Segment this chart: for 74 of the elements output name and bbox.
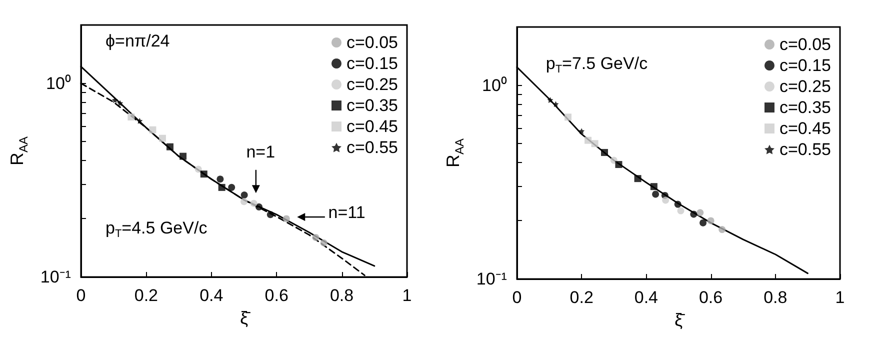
- point: [547, 96, 554, 103]
- x-tick-label: 0: [512, 288, 522, 307]
- point: [180, 152, 187, 160]
- point: [255, 203, 262, 210]
- point: [564, 114, 572, 121]
- point: [718, 226, 726, 234]
- legend-label: c=0.25: [779, 77, 831, 96]
- point: [112, 97, 118, 103]
- point: [282, 215, 290, 222]
- point: [584, 136, 592, 144]
- point: [240, 192, 248, 199]
- point: [662, 196, 670, 204]
- point: [578, 128, 585, 134]
- x-tick-label: 1: [402, 286, 412, 305]
- point: [240, 198, 248, 206]
- point: [674, 200, 682, 208]
- point: [128, 113, 135, 120]
- point: [216, 176, 224, 183]
- x-tick-label: 0.2: [570, 288, 594, 307]
- legend-label: c=0.25: [346, 75, 398, 94]
- x-tick-label: 0.6: [264, 286, 288, 305]
- point: [312, 234, 320, 241]
- x-tick-label: 0.8: [330, 286, 354, 305]
- point: [650, 183, 658, 190]
- x-tick-label: 0.4: [200, 286, 224, 305]
- point: [218, 184, 226, 191]
- point: [700, 219, 707, 226]
- x-axis-title: ξ̄: [674, 310, 686, 330]
- point: [707, 217, 714, 224]
- point: [615, 161, 622, 168]
- y-tick-label: 10⁻¹: [476, 270, 508, 288]
- x-axis-title: ξ̄: [240, 308, 252, 328]
- point: [696, 209, 704, 216]
- legend-label: c=0.15: [346, 54, 398, 73]
- legend-label: c=0.35: [346, 96, 398, 115]
- point: [591, 140, 598, 148]
- legend-label: c=0.55: [779, 140, 831, 159]
- y-axis-title: RAA: [7, 136, 30, 166]
- annotation: ϕ=nπ/24: [106, 32, 170, 51]
- point: [266, 211, 274, 218]
- y-axis-title: RAA: [443, 138, 466, 168]
- x-tick-label: 0.6: [698, 288, 723, 307]
- point: [158, 134, 166, 142]
- legend-label: c=0.05: [346, 33, 398, 52]
- point: [634, 175, 642, 182]
- point: [320, 239, 328, 246]
- point: [117, 100, 124, 106]
- point: [194, 166, 202, 173]
- point: [677, 207, 684, 214]
- annotation: n=11: [328, 202, 366, 222]
- point: [601, 148, 608, 156]
- point: [652, 190, 660, 198]
- x-tick-label: 0.4: [634, 288, 658, 307]
- y-tick-label: 10⁻¹: [40, 268, 72, 286]
- legend-label: c=0.45: [779, 119, 831, 138]
- point: [136, 118, 143, 124]
- point: [166, 143, 174, 150]
- legend-label: c=0.55: [346, 138, 398, 157]
- point: [200, 170, 208, 178]
- point: [250, 200, 258, 207]
- x-tick-label: 0: [76, 286, 86, 305]
- y-tick-label: 10⁰: [46, 74, 71, 93]
- legend-label: c=0.15: [779, 56, 831, 75]
- point: [149, 126, 156, 134]
- point: [228, 184, 236, 191]
- x-tick-label: 1: [835, 288, 845, 307]
- point: [690, 210, 698, 218]
- legend-label: c=0.35: [779, 98, 831, 117]
- x-tick-label: 0.8: [764, 288, 788, 307]
- annotation: n=1: [246, 142, 276, 162]
- legend-label: c=0.05: [779, 35, 831, 54]
- y-tick-label: 10⁰: [482, 76, 507, 95]
- x-tick-label: 0.2: [134, 286, 158, 305]
- legend-label: c=0.45: [346, 117, 398, 136]
